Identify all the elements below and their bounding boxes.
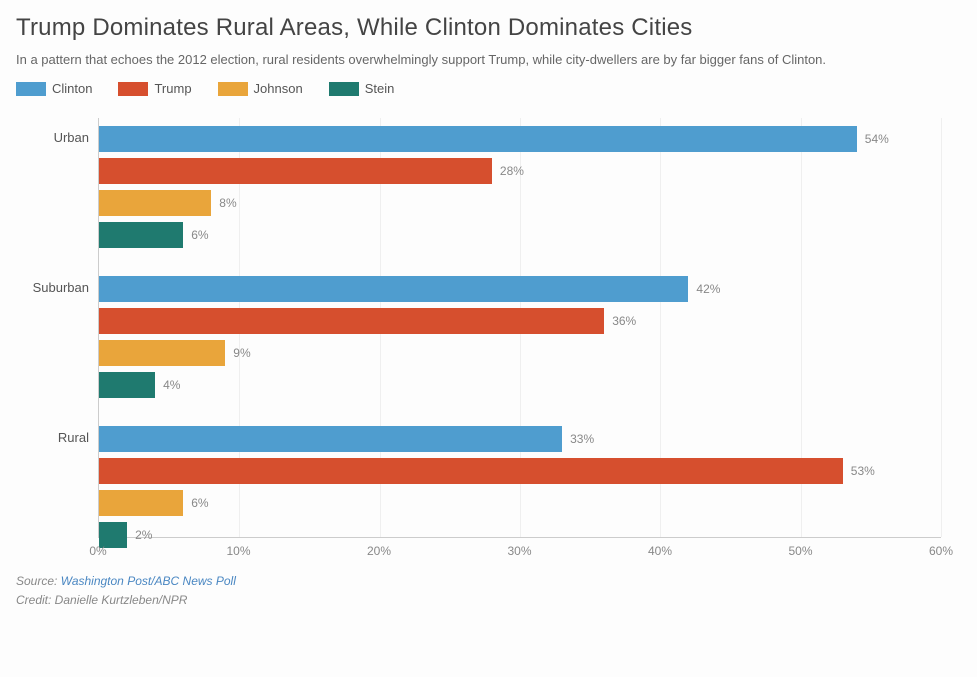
- bar-group: Rural33%53%6%2%: [99, 426, 941, 554]
- bar: [99, 158, 492, 184]
- bar-value-label: 9%: [225, 340, 250, 366]
- chart-area: Urban54%28%8%6%Suburban42%36%9%4%Rural33…: [98, 118, 941, 568]
- chart-footer: Source: Washington Post/ABC News Poll Cr…: [16, 572, 961, 610]
- legend-label: Clinton: [52, 81, 92, 96]
- category-label: Suburban: [33, 280, 99, 295]
- bar: [99, 190, 211, 216]
- x-tick-label: 30%: [507, 544, 531, 558]
- grid-line: [941, 118, 942, 537]
- x-tick-label: 20%: [367, 544, 391, 558]
- bar-value-label: 53%: [843, 458, 875, 484]
- legend-item: Stein: [329, 81, 395, 96]
- bar-row: 8%: [99, 190, 941, 216]
- bar-value-label: 42%: [688, 276, 720, 302]
- bar-row: 33%: [99, 426, 941, 452]
- legend-item: Trump: [118, 81, 191, 96]
- legend-swatch: [218, 82, 248, 96]
- legend-swatch: [329, 82, 359, 96]
- x-tick-label: 60%: [929, 544, 953, 558]
- category-label: Rural: [58, 430, 99, 445]
- bar: [99, 222, 183, 248]
- chart-subtitle: In a pattern that echoes the 2012 electi…: [16, 52, 961, 67]
- source-prefix: Source:: [16, 574, 61, 588]
- x-tick-label: 40%: [648, 544, 672, 558]
- chart-title: Trump Dominates Rural Areas, While Clint…: [16, 14, 961, 42]
- credit-line: Credit: Danielle Kurtzleben/NPR: [16, 591, 961, 610]
- bar-row: 6%: [99, 222, 941, 248]
- legend-label: Johnson: [254, 81, 303, 96]
- bar-group: Urban54%28%8%6%: [99, 126, 941, 254]
- bar-row: 4%: [99, 372, 941, 398]
- bar: [99, 426, 562, 452]
- bar: [99, 276, 688, 302]
- legend-item: Clinton: [16, 81, 92, 96]
- bar-value-label: 6%: [183, 490, 208, 516]
- bar-row: 9%: [99, 340, 941, 366]
- legend-item: Johnson: [218, 81, 303, 96]
- legend-swatch: [16, 82, 46, 96]
- bar-group: Suburban42%36%9%4%: [99, 276, 941, 404]
- bar-value-label: 33%: [562, 426, 594, 452]
- plot-area: Urban54%28%8%6%Suburban42%36%9%4%Rural33…: [98, 118, 941, 538]
- bar: [99, 372, 155, 398]
- bar: [99, 126, 857, 152]
- bar-row: 36%: [99, 308, 941, 334]
- source-line: Source: Washington Post/ABC News Poll: [16, 572, 961, 591]
- x-tick-label: 0%: [89, 544, 106, 558]
- bar-value-label: 36%: [604, 308, 636, 334]
- bar: [99, 340, 225, 366]
- x-tick-label: 10%: [226, 544, 250, 558]
- bar: [99, 308, 604, 334]
- category-label: Urban: [54, 130, 99, 145]
- bar-row: 28%: [99, 158, 941, 184]
- bar-value-label: 28%: [492, 158, 524, 184]
- x-tick-label: 50%: [788, 544, 812, 558]
- legend-swatch: [118, 82, 148, 96]
- bar: [99, 458, 843, 484]
- bar-row: 54%: [99, 126, 941, 152]
- bar-row: 6%: [99, 490, 941, 516]
- legend: Clinton Trump Johnson Stein: [16, 81, 961, 96]
- bar-row: 42%: [99, 276, 941, 302]
- legend-label: Stein: [365, 81, 395, 96]
- source-link[interactable]: Washington Post/ABC News Poll: [61, 574, 236, 588]
- bar-value-label: 8%: [211, 190, 236, 216]
- x-axis: 0%10%20%30%40%50%60%: [98, 538, 941, 568]
- bar-row: 53%: [99, 458, 941, 484]
- bar: [99, 490, 183, 516]
- legend-label: Trump: [154, 81, 191, 96]
- bar-value-label: 6%: [183, 222, 208, 248]
- bar-value-label: 4%: [155, 372, 180, 398]
- bar-value-label: 54%: [857, 126, 889, 152]
